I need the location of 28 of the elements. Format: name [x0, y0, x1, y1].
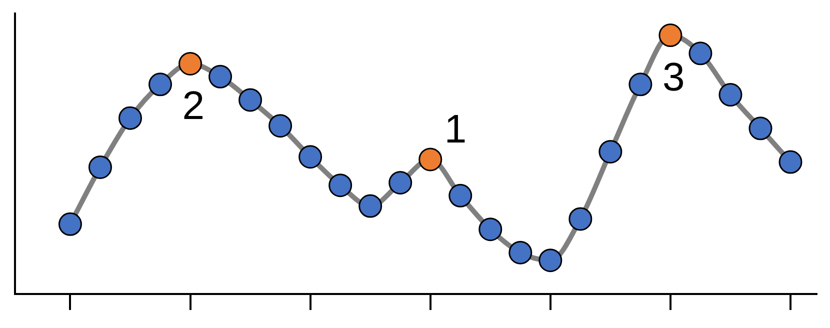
point [508, 240, 532, 264]
point [718, 83, 742, 107]
point [688, 42, 712, 66]
point [178, 52, 202, 76]
point [628, 72, 652, 96]
annotation: 2 [182, 84, 205, 128]
point [418, 148, 442, 172]
point [118, 106, 142, 130]
point [538, 248, 562, 272]
point [448, 184, 472, 208]
point [208, 64, 232, 88]
point [388, 170, 412, 194]
point [358, 194, 382, 218]
point [478, 218, 502, 242]
point [778, 150, 802, 174]
point [298, 145, 322, 169]
point [748, 116, 772, 140]
point [268, 114, 292, 138]
point [658, 24, 682, 48]
point [598, 140, 622, 164]
point [328, 174, 352, 198]
point [58, 212, 82, 236]
annotation: 3 [662, 55, 685, 100]
point [238, 88, 262, 112]
annotation: 1 [444, 107, 467, 152]
point [88, 155, 112, 179]
point [148, 72, 172, 96]
point [568, 207, 592, 231]
